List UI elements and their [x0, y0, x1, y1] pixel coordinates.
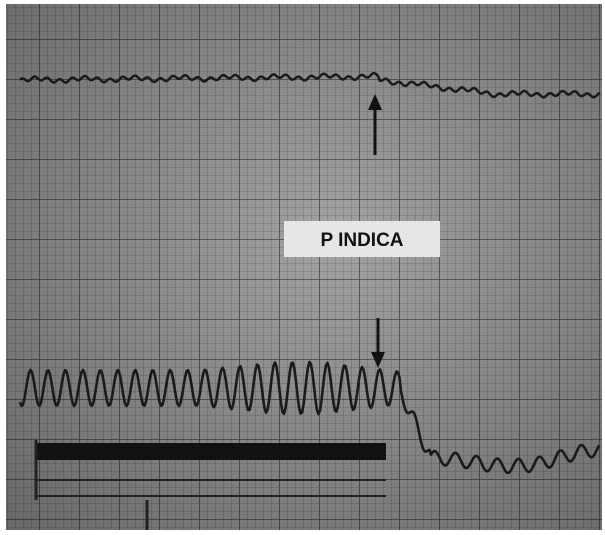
arrow-up-head: [368, 94, 382, 110]
arrow-down-head: [371, 352, 385, 368]
label: P INDICA: [320, 230, 403, 251]
marker-bar: [36, 443, 386, 460]
traces: [18, 71, 601, 475]
top-trace: [19, 71, 601, 99]
vignette: [6, 4, 602, 530]
bottom-trace: [18, 360, 601, 475]
label-box: [284, 221, 440, 257]
